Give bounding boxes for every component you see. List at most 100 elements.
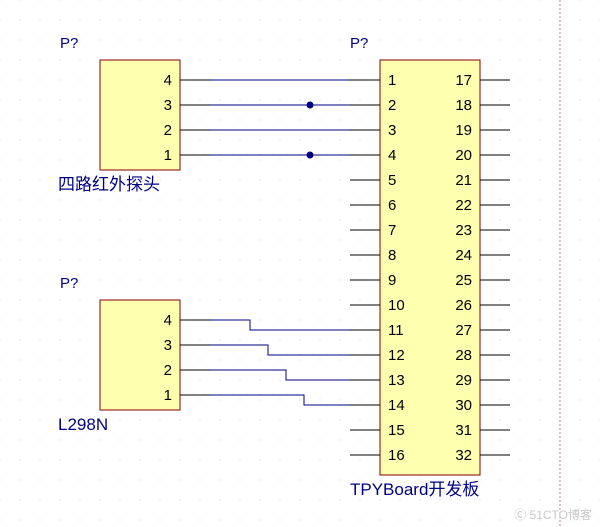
- grid-dot: [359, 259, 360, 260]
- grid-dot: [39, 139, 40, 140]
- grid-dot: [59, 159, 60, 160]
- grid-dot: [139, 19, 140, 20]
- grid-dot: [499, 319, 500, 320]
- grid-dot: [0, 339, 1, 340]
- grid-dot: [239, 159, 240, 160]
- grid-dot: [99, 479, 100, 480]
- grid-dot: [179, 19, 180, 20]
- grid-dot: [339, 239, 340, 240]
- grid-dot: [359, 419, 360, 420]
- grid-dot: [279, 379, 280, 380]
- grid-dot: [19, 119, 20, 120]
- grid-dot: [399, 39, 400, 40]
- grid-dot: [19, 219, 20, 220]
- grid-dot: [439, 19, 440, 20]
- grid-dot: [259, 479, 260, 480]
- grid-dot: [539, 379, 540, 380]
- grid-dot: [299, 219, 300, 220]
- grid-dot: [279, 239, 280, 240]
- grid-dot: [539, 419, 540, 420]
- grid-dot: [419, 499, 420, 500]
- grid-dot: [319, 319, 320, 320]
- grid-dot: [359, 399, 360, 400]
- grid-dot: [439, 39, 440, 40]
- grid-dot: [59, 99, 60, 100]
- grid-dot: [0, 119, 1, 120]
- grid-dot: [359, 119, 360, 120]
- grid-dot: [199, 459, 200, 460]
- grid-dot: [259, 179, 260, 180]
- grid-dot: [99, 39, 100, 40]
- grid-dot: [79, 0, 80, 1]
- grid-dot: [579, 399, 580, 400]
- grid-dot: [59, 139, 60, 140]
- grid-dot: [199, 159, 200, 160]
- grid-dot: [19, 399, 20, 400]
- grid-dot: [319, 219, 320, 220]
- grid-dot: [299, 279, 300, 280]
- grid-dot: [19, 439, 20, 440]
- grid-dot: [379, 519, 380, 520]
- grid-dot: [39, 39, 40, 40]
- grid-dot: [19, 339, 20, 340]
- grid-dot: [39, 239, 40, 240]
- tpy-pin-21-number: 21: [455, 172, 472, 189]
- grid-dot: [179, 199, 180, 200]
- grid-dot: [479, 0, 480, 1]
- grid-dot: [479, 519, 480, 520]
- grid-dot: [199, 379, 200, 380]
- grid-dot: [339, 199, 340, 200]
- tpy-pin-14-number: 14: [388, 397, 405, 414]
- grid-dot: [359, 159, 360, 160]
- grid-dot: [79, 19, 80, 20]
- grid-dot: [399, 499, 400, 500]
- grid-dot: [279, 519, 280, 520]
- grid-dot: [19, 359, 20, 360]
- grid-dot: [319, 359, 320, 360]
- grid-dot: [219, 459, 220, 460]
- l298n-pin-2-number: 2: [164, 362, 172, 379]
- grid-dot: [539, 19, 540, 20]
- grid-dot: [579, 139, 580, 140]
- grid-dot: [179, 0, 180, 1]
- grid-dot: [39, 279, 40, 280]
- grid-dot: [19, 259, 20, 260]
- grid-dot: [0, 99, 1, 100]
- grid-dot: [539, 499, 540, 500]
- grid-dot: [519, 139, 520, 140]
- grid-dot: [519, 219, 520, 220]
- grid-dot: [359, 299, 360, 300]
- grid-dot: [19, 0, 20, 1]
- grid-dot: [39, 199, 40, 200]
- grid-dot: [299, 59, 300, 60]
- grid-dot: [539, 339, 540, 340]
- grid-dot: [0, 479, 1, 480]
- grid-dot: [0, 419, 1, 420]
- grid-dot: [39, 19, 40, 20]
- grid-dot: [399, 0, 400, 1]
- grid-dot: [19, 159, 20, 160]
- grid-dot: [359, 339, 360, 340]
- grid-dot: [279, 439, 280, 440]
- grid-dot: [519, 499, 520, 500]
- grid-dot: [539, 299, 540, 300]
- grid-dot: [199, 179, 200, 180]
- tpy-pin-27-number: 27: [455, 322, 472, 339]
- grid-dot: [259, 199, 260, 200]
- grid-dot: [299, 359, 300, 360]
- grid-dot: [59, 459, 60, 460]
- grid-dot: [59, 399, 60, 400]
- grid-dot: [19, 379, 20, 380]
- grid-dot: [319, 19, 320, 20]
- grid-dot: [419, 519, 420, 520]
- grid-dot: [319, 239, 320, 240]
- tpy-pin-23-number: 23: [455, 222, 472, 239]
- grid-dot: [339, 119, 340, 120]
- grid-dot: [299, 479, 300, 480]
- grid-dot: [299, 159, 300, 160]
- grid-dot: [439, 499, 440, 500]
- grid-dot: [139, 239, 140, 240]
- grid-dot: [519, 279, 520, 280]
- grid-dot: [539, 279, 540, 280]
- grid-dot: [139, 39, 140, 40]
